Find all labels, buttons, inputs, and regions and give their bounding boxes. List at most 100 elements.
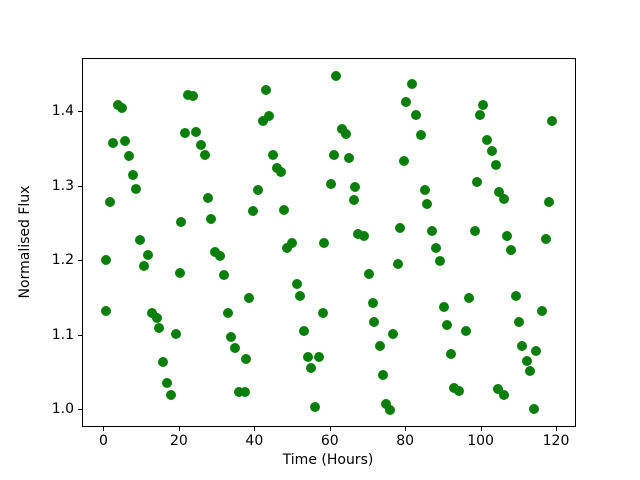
y-tick-mark	[78, 185, 82, 187]
data-point	[302, 352, 313, 363]
data-point	[454, 385, 465, 396]
data-point	[427, 225, 438, 236]
data-point	[367, 297, 378, 308]
data-point	[278, 204, 289, 215]
data-point	[188, 90, 199, 101]
data-point	[281, 243, 292, 254]
data-point	[475, 110, 486, 121]
data-point	[195, 139, 206, 150]
data-point	[463, 293, 474, 304]
data-point	[525, 366, 536, 377]
data-point	[240, 353, 251, 364]
data-point	[176, 216, 187, 227]
y-tick-label: 1.2	[51, 252, 74, 269]
y-tick-mark	[78, 111, 82, 113]
data-point	[369, 317, 380, 328]
data-point	[257, 115, 268, 126]
x-axis-label: Time (Hours)	[282, 452, 374, 468]
data-point	[341, 129, 352, 140]
data-point	[528, 404, 539, 415]
data-point	[374, 341, 385, 352]
data-point	[546, 115, 557, 126]
y-tick-label: 1.0	[51, 401, 74, 418]
data-point	[419, 184, 430, 195]
data-point	[152, 312, 163, 323]
x-tick-mark	[405, 427, 407, 431]
y-tick-mark	[78, 409, 82, 411]
data-point	[313, 352, 324, 363]
data-point	[350, 182, 361, 193]
data-point	[294, 291, 305, 302]
y-axis-label: Normalised Flux	[17, 185, 33, 299]
data-point	[127, 170, 138, 181]
data-point	[286, 238, 297, 249]
data-point	[142, 250, 153, 261]
data-point	[491, 159, 502, 170]
data-point	[541, 233, 552, 244]
data-point	[511, 291, 522, 302]
data-point	[477, 99, 488, 110]
data-point	[506, 244, 517, 255]
y-tick-label: 1.4	[51, 103, 74, 120]
data-point	[521, 356, 532, 367]
data-point	[438, 302, 449, 313]
data-point	[399, 156, 410, 167]
x-tick-mark	[556, 427, 557, 431]
data-point	[430, 242, 441, 253]
data-point	[336, 124, 347, 135]
data-point	[100, 255, 111, 266]
x-tick-label: 60	[320, 433, 339, 449]
data-point	[469, 226, 480, 237]
x-tick-mark	[254, 427, 256, 431]
data-point	[544, 196, 555, 207]
data-point	[353, 228, 364, 239]
data-point	[100, 306, 111, 317]
data-point	[252, 185, 263, 196]
data-point	[363, 268, 374, 279]
data-point	[119, 136, 130, 147]
data-point	[108, 137, 119, 148]
data-point	[494, 186, 505, 197]
data-point	[230, 342, 241, 353]
x-tick-mark	[103, 427, 105, 431]
data-point	[305, 362, 316, 373]
y-tick-mark	[78, 260, 82, 262]
y-tick-label: 1.3	[51, 177, 74, 194]
x-tick-mark	[480, 427, 482, 431]
data-point	[416, 130, 427, 141]
data-point	[358, 230, 369, 241]
data-point	[318, 238, 329, 249]
data-point	[348, 195, 359, 205]
y-tick-label: 1.1	[51, 326, 74, 343]
data-point	[199, 150, 210, 161]
data-point	[248, 206, 259, 217]
data-point	[392, 259, 403, 270]
x-tick-label: 40	[245, 433, 264, 449]
data-point	[147, 307, 158, 318]
data-point	[191, 127, 202, 138]
data-point	[387, 329, 398, 340]
data-point	[226, 332, 237, 343]
data-point	[182, 89, 193, 100]
data-point	[276, 167, 287, 178]
data-point	[131, 183, 142, 194]
data-point	[218, 269, 229, 280]
data-point	[206, 214, 217, 225]
data-point	[180, 127, 191, 138]
data-point	[263, 110, 274, 121]
data-point	[104, 196, 115, 207]
data-point	[407, 79, 418, 90]
data-point	[448, 382, 459, 393]
data-point	[401, 97, 412, 108]
data-point	[472, 177, 483, 188]
data-point	[116, 102, 127, 113]
x-tick-label: 100	[467, 433, 494, 449]
data-point	[138, 260, 149, 271]
data-point	[460, 326, 471, 337]
x-tick-label: 120	[542, 433, 570, 449]
data-point	[422, 199, 433, 210]
data-point	[501, 230, 512, 241]
data-point	[498, 194, 509, 205]
plot-area	[82, 58, 576, 427]
data-point	[329, 150, 340, 161]
